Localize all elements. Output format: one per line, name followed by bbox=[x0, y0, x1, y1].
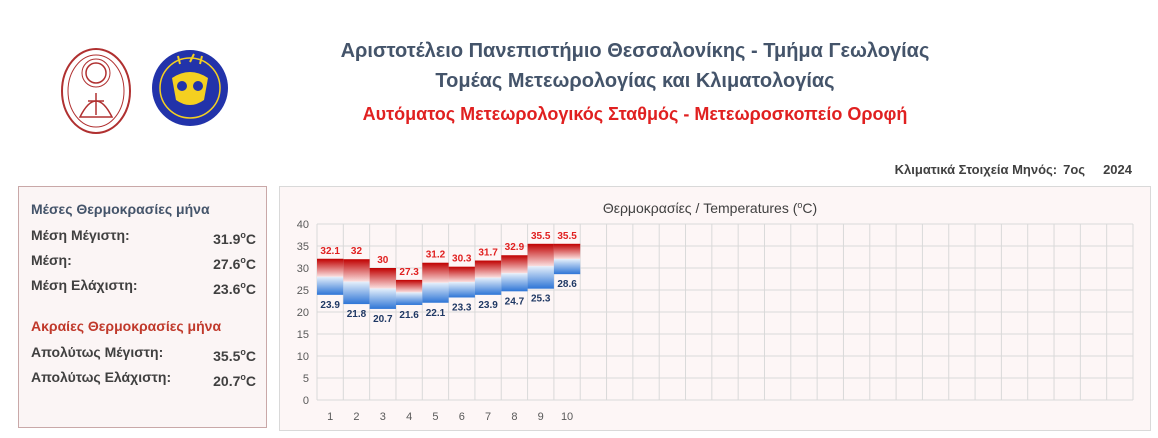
bar-max-9 bbox=[527, 243, 554, 267]
stat-label: Απολύτως Μέγιστη: bbox=[31, 344, 164, 360]
bar-min-10 bbox=[553, 258, 581, 275]
bar-max-4 bbox=[395, 279, 423, 293]
bar-min-8 bbox=[501, 273, 528, 292]
y-tick-label: 20 bbox=[297, 307, 309, 319]
stat-value: 27.6oC bbox=[213, 255, 256, 272]
bar-max-10 bbox=[553, 243, 581, 259]
bar-max-5 bbox=[422, 262, 449, 283]
max-value-label: 35.5 bbox=[531, 231, 551, 242]
meteorology-department-logo bbox=[152, 50, 228, 126]
bar-min-6 bbox=[448, 282, 475, 298]
temperature-chart: Θερμοκρασίες / Temperatures (oC) 32.1 23.… bbox=[279, 186, 1151, 431]
stat-label: Μέση: bbox=[31, 252, 72, 268]
stat-row-abs-min: Απολύτως Ελάχιστη: 20.7oC bbox=[31, 365, 256, 390]
x-tick-label: 6 bbox=[459, 411, 465, 423]
stat-value: 31.9oC bbox=[213, 230, 256, 247]
bar-min-5 bbox=[422, 282, 449, 303]
stat-label: Μέση Ελάχιστη: bbox=[31, 277, 138, 293]
x-tick-label: 1 bbox=[327, 411, 333, 423]
min-value-label: 24.7 bbox=[505, 296, 525, 307]
min-value-label: 23.3 bbox=[452, 302, 472, 313]
bar-min-4 bbox=[395, 292, 423, 305]
y-tick-label: 0 bbox=[303, 395, 309, 407]
header-station: Αυτόματος Μετεωρολογικός Σταθμός - Μετεω… bbox=[362, 104, 908, 124]
y-tick-label: 5 bbox=[303, 373, 309, 385]
stat-value: 35.5oC bbox=[213, 347, 256, 364]
header-university: Αριστοτέλειο Πανεπιστήμιο Θεσσαλονίκης -… bbox=[340, 40, 930, 62]
stat-label: Απολύτως Ελάχιστη: bbox=[31, 369, 172, 385]
x-tick-label: 7 bbox=[485, 411, 491, 423]
stat-value: 20.7oC bbox=[213, 372, 256, 389]
y-tick-label: 10 bbox=[297, 351, 309, 363]
bar-max-7 bbox=[474, 260, 502, 278]
bar-min-2 bbox=[343, 281, 370, 305]
bar-max-6 bbox=[448, 266, 475, 283]
min-value-label: 22.1 bbox=[426, 308, 446, 319]
bar-max-2 bbox=[343, 259, 370, 282]
max-value-label: 32.1 bbox=[320, 246, 340, 257]
stat-row-abs-max: Απολύτως Μέγιστη: 35.5oC bbox=[31, 340, 256, 365]
x-tick-label: 10 bbox=[561, 411, 573, 423]
max-value-label: 30.3 bbox=[452, 254, 472, 265]
period-label: Κλιματικά Στοιχεία Μηνός: bbox=[894, 162, 1058, 177]
period-info: Κλιματικά Στοιχεία Μηνός: 7ος 2024 bbox=[889, 162, 1132, 177]
extreme-temps-title: Ακραίες Θερμοκρασίες μήνα bbox=[31, 318, 222, 334]
stat-row-mean: Μέση: 27.6oC bbox=[31, 248, 256, 273]
min-value-label: 21.6 bbox=[399, 310, 419, 321]
stat-row-mean-min: Μέση Ελάχιστη: 23.6oC bbox=[31, 273, 256, 298]
x-tick-label: 8 bbox=[511, 411, 517, 423]
y-tick-label: 25 bbox=[297, 285, 309, 297]
min-value-label: 28.6 bbox=[557, 279, 577, 290]
stat-value: 23.6oC bbox=[213, 280, 256, 297]
max-value-label: 30 bbox=[377, 255, 389, 266]
header-section: Τομέας Μετεωρολογίας και Κλιματολογίας bbox=[435, 70, 835, 92]
x-tick-label: 5 bbox=[432, 411, 438, 423]
y-tick-label: 15 bbox=[297, 329, 309, 341]
mean-temps-title: Μέσες Θερμοκρασίες μήνα bbox=[31, 201, 210, 217]
max-value-label: 35.5 bbox=[557, 231, 577, 242]
max-value-label: 32 bbox=[351, 246, 363, 257]
min-value-label: 23.9 bbox=[320, 300, 340, 311]
max-value-label: 32.9 bbox=[505, 242, 525, 253]
max-value-label: 27.3 bbox=[399, 267, 419, 278]
chart-canvas: Θερμοκρασίες / Temperatures (oC) 32.1 23.… bbox=[297, 200, 1134, 423]
max-value-label: 31.2 bbox=[426, 250, 446, 261]
min-value-label: 25.3 bbox=[531, 294, 551, 305]
monthly-stats-panel: Μέσες Θερμοκρασίες μήνα Μέση Μέγιστη: 31… bbox=[18, 186, 267, 428]
min-value-label: 21.8 bbox=[347, 309, 367, 320]
chart-title: Θερμοκρασίες / Temperatures (oC) bbox=[603, 200, 817, 216]
bar-min-1 bbox=[317, 276, 344, 295]
bar-min-9 bbox=[527, 266, 554, 289]
period-month: 7ος bbox=[1063, 162, 1086, 177]
y-tick-label: 35 bbox=[297, 241, 309, 253]
min-value-label: 20.7 bbox=[373, 314, 393, 325]
bar-max-1 bbox=[317, 258, 344, 277]
bar-max-8 bbox=[501, 255, 528, 274]
period-year: 2024 bbox=[1103, 162, 1132, 177]
university-seal-logo bbox=[61, 48, 131, 134]
y-tick-label: 40 bbox=[297, 219, 309, 231]
stat-label: Μέση Μέγιστη: bbox=[31, 227, 130, 243]
x-tick-label: 9 bbox=[538, 411, 544, 423]
max-value-label: 31.7 bbox=[478, 248, 498, 259]
bar-min-3 bbox=[369, 288, 396, 309]
bar-min-7 bbox=[474, 277, 502, 295]
y-tick-label: 30 bbox=[297, 263, 309, 275]
x-tick-label: 2 bbox=[353, 411, 359, 423]
stat-row-mean-max: Μέση Μέγιστη: 31.9oC bbox=[31, 223, 256, 248]
x-tick-label: 3 bbox=[380, 411, 386, 423]
min-value-label: 23.9 bbox=[478, 300, 498, 311]
x-tick-label: 4 bbox=[406, 411, 412, 423]
bar-max-3 bbox=[369, 268, 396, 289]
